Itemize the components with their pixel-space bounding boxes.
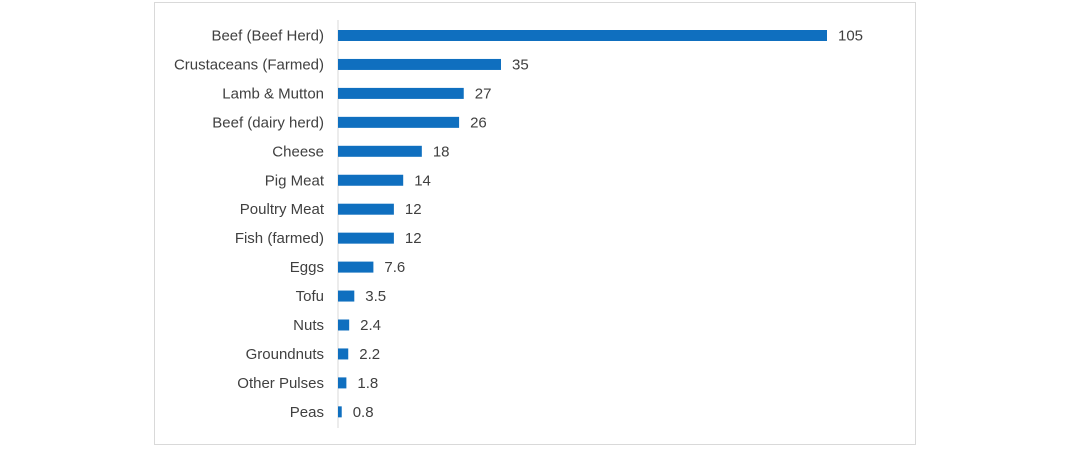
bar [338, 261, 374, 273]
category-label: Groundnuts [246, 346, 324, 363]
data-label: 14 [414, 172, 431, 189]
category-label: Beef (Beef Herd) [211, 28, 324, 45]
data-label: 3.5 [365, 288, 386, 305]
data-label: 0.8 [353, 404, 374, 421]
data-label: 27 [475, 85, 492, 102]
bar [338, 319, 350, 331]
category-label: Eggs [290, 259, 324, 276]
bar [338, 348, 349, 360]
category-label: Crustaceans (Farmed) [174, 56, 324, 73]
category-label: Beef (dairy herd) [212, 114, 324, 131]
data-label: 1.8 [357, 375, 378, 392]
category-label: Pig Meat [265, 172, 325, 189]
data-label: 12 [405, 201, 422, 218]
bar [338, 87, 464, 99]
data-label: 26 [470, 114, 487, 131]
bar [338, 203, 394, 215]
category-label: Tofu [296, 288, 324, 305]
data-label: 12 [405, 230, 422, 247]
category-label: Cheese [272, 143, 324, 160]
category-label: Other Pulses [237, 375, 324, 392]
bar [338, 377, 347, 389]
data-label: 2.4 [360, 317, 381, 334]
bar [338, 290, 355, 302]
bar [338, 58, 501, 70]
chart-frame [154, 2, 916, 445]
data-label: 105 [838, 28, 863, 45]
bar [338, 116, 460, 128]
bar [338, 232, 394, 244]
category-label: Poultry Meat [240, 201, 325, 218]
bar [338, 30, 827, 41]
data-label: 35 [512, 56, 529, 73]
bar [338, 406, 342, 418]
category-label: Fish (farmed) [235, 230, 324, 247]
data-label: 2.2 [359, 346, 380, 363]
bar [338, 145, 422, 157]
bar [338, 174, 404, 186]
category-label: Nuts [293, 317, 324, 334]
category-label: Peas [290, 404, 324, 421]
data-label: 7.6 [384, 259, 405, 276]
data-label: 18 [433, 143, 450, 160]
category-label: Lamb & Mutton [222, 85, 324, 102]
